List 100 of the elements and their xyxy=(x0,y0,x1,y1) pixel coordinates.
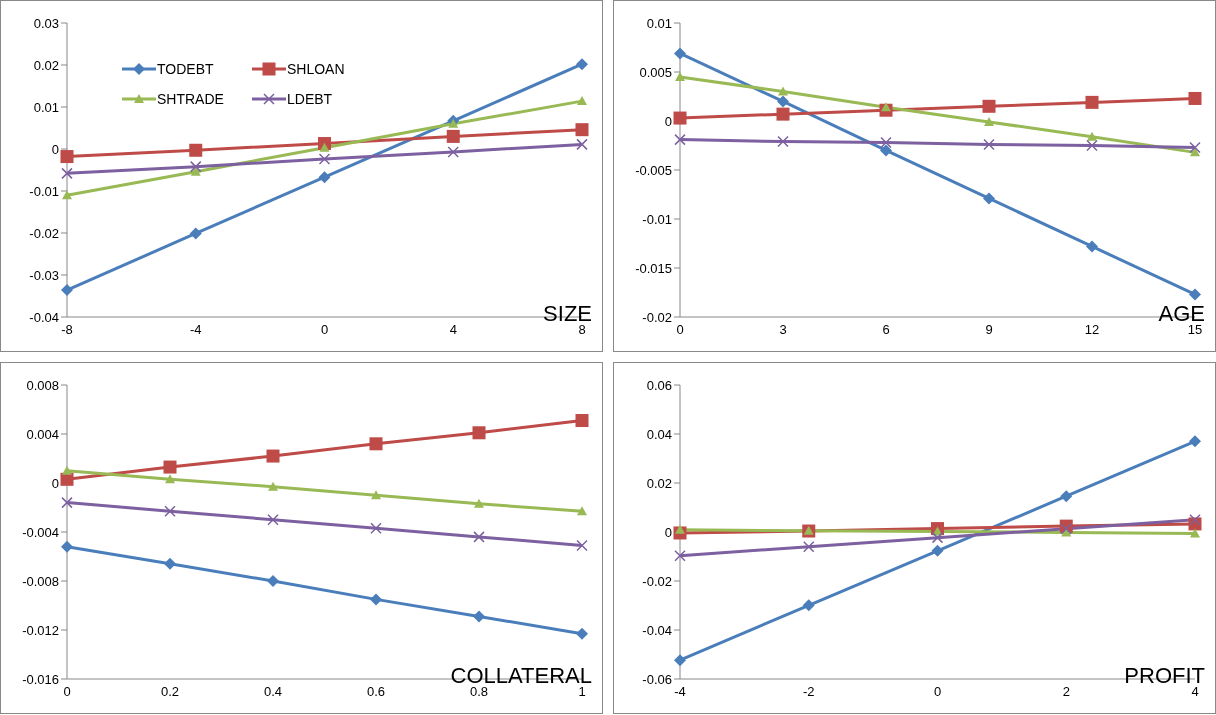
point xyxy=(448,118,459,128)
point xyxy=(575,413,589,427)
point xyxy=(674,549,686,562)
point xyxy=(576,539,588,551)
point xyxy=(447,146,459,158)
point xyxy=(267,513,279,525)
point xyxy=(881,102,891,112)
y-tick-label: 0.02 xyxy=(33,57,59,73)
point xyxy=(576,58,588,71)
point xyxy=(164,557,176,570)
point xyxy=(62,190,72,200)
point xyxy=(777,135,789,148)
y-tick-label: -0.01 xyxy=(642,211,672,227)
point xyxy=(674,653,686,666)
point xyxy=(370,522,382,534)
point xyxy=(984,116,994,126)
y-tick-label: 0.005 xyxy=(639,64,672,80)
point xyxy=(673,111,687,125)
point xyxy=(675,71,685,81)
y-tick-label: 0.02 xyxy=(646,475,672,491)
point xyxy=(318,171,331,184)
y-tick-label: 0 xyxy=(51,141,59,157)
x-tick-label: -8 xyxy=(61,322,73,338)
y-tick-label: -0.04 xyxy=(29,309,59,325)
point xyxy=(318,153,331,165)
point xyxy=(189,143,203,157)
y-tick-label: 0.03 xyxy=(33,15,59,31)
legend-label: TODEBT xyxy=(157,61,214,77)
y-tick-label: -0.016 xyxy=(22,671,59,687)
point xyxy=(62,465,72,475)
point xyxy=(577,505,587,515)
y-tick-label: 0 xyxy=(664,113,672,129)
point xyxy=(802,598,815,611)
point xyxy=(776,107,790,121)
y-tick-label: 0.04 xyxy=(646,426,672,442)
y-tick-label: 0.004 xyxy=(26,426,59,442)
x-tick-label: 0 xyxy=(676,322,684,338)
point xyxy=(1189,288,1201,301)
point xyxy=(577,96,587,106)
y-tick-label: 0.01 xyxy=(646,15,672,31)
point xyxy=(931,531,944,543)
y-tick-label: -0.02 xyxy=(642,309,672,325)
point xyxy=(576,138,588,151)
point xyxy=(369,436,383,450)
point xyxy=(778,86,788,96)
point xyxy=(473,530,485,543)
x-tick-label: 4 xyxy=(449,322,457,338)
x-tick-label: 0 xyxy=(933,683,942,699)
point xyxy=(777,95,789,108)
x-tick-label: -2 xyxy=(802,683,815,699)
point xyxy=(1189,141,1201,154)
point xyxy=(1086,139,1098,152)
point xyxy=(446,129,460,143)
y-tick-label: -0.012 xyxy=(22,622,59,638)
point xyxy=(576,627,588,640)
point xyxy=(1060,489,1073,502)
point xyxy=(472,425,486,439)
y-tick-label: 0.01 xyxy=(33,99,59,115)
x-tick-label: 0.2 xyxy=(160,683,180,699)
point xyxy=(266,449,280,463)
x-tick-label: 6 xyxy=(882,322,890,338)
y-tick-label: -0.02 xyxy=(29,225,59,241)
point xyxy=(370,592,382,605)
y-tick-label: -0.04 xyxy=(642,622,672,638)
point xyxy=(982,99,996,113)
x-tick-label: 0 xyxy=(63,683,71,699)
point xyxy=(163,460,177,474)
x-tick-label: -4 xyxy=(674,683,686,699)
point xyxy=(674,47,686,60)
y-tick-label: 0.008 xyxy=(26,377,59,393)
y-tick-label: -0.06 xyxy=(642,671,672,687)
y-tick-label: -0.03 xyxy=(29,267,59,283)
point xyxy=(983,138,995,151)
point xyxy=(675,524,685,534)
point xyxy=(165,473,175,483)
point xyxy=(189,227,202,240)
point xyxy=(1086,240,1098,253)
point xyxy=(1087,131,1097,141)
point xyxy=(474,498,484,508)
y-tick-label: -0.01 xyxy=(29,183,59,199)
x-tick-label: -4 xyxy=(189,322,202,338)
legend-label: LDEBT xyxy=(287,91,333,107)
x-tick-label: 12 xyxy=(1084,322,1100,338)
point xyxy=(473,610,485,623)
x-tick-label: 9 xyxy=(985,322,993,338)
point xyxy=(931,544,944,557)
point xyxy=(674,133,686,146)
y-tick-label: 0 xyxy=(51,475,59,491)
legend-label: SHLOAN xyxy=(287,61,345,77)
y-tick-label: 0.06 xyxy=(646,377,672,393)
y-tick-label: -0.005 xyxy=(635,162,672,178)
point xyxy=(880,144,892,157)
y-tick-label: -0.008 xyxy=(22,573,59,589)
y-tick-label: -0.02 xyxy=(642,573,672,589)
point xyxy=(61,167,73,180)
point xyxy=(575,123,589,137)
point xyxy=(880,136,892,149)
point xyxy=(1085,95,1099,109)
point xyxy=(371,489,381,499)
point xyxy=(268,481,278,491)
